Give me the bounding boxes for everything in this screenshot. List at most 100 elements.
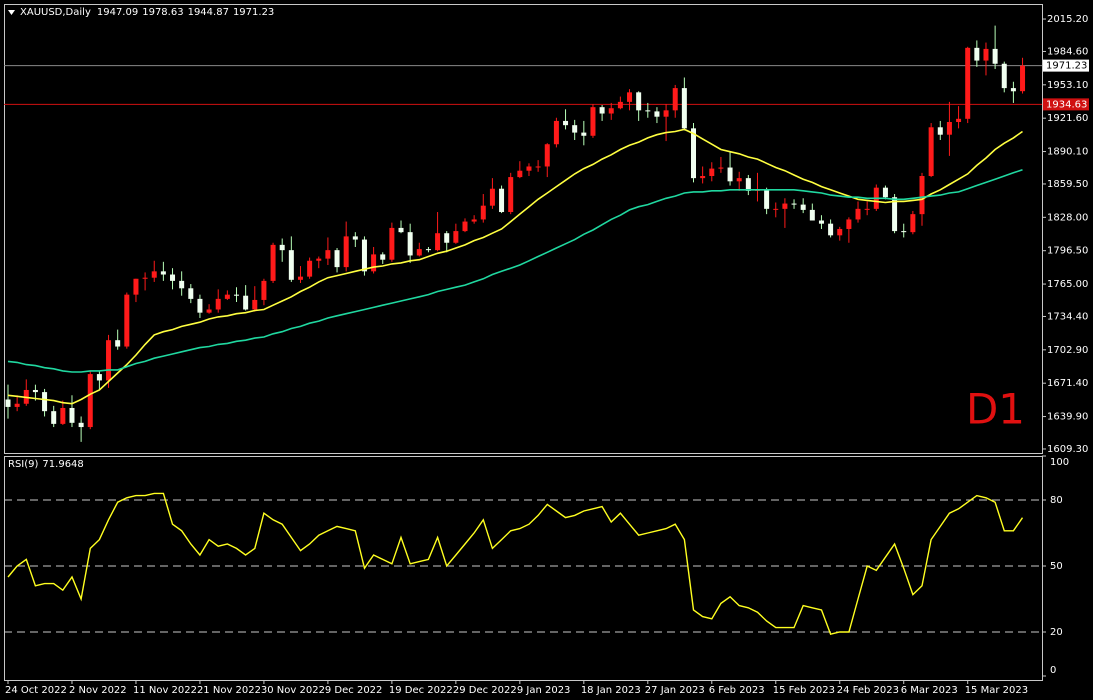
candle-body	[243, 295, 249, 310]
candle-body	[197, 298, 203, 313]
candle-body	[517, 170, 523, 178]
candle-body	[1010, 88, 1016, 92]
candle-body	[14, 403, 20, 407]
candle-body	[361, 239, 367, 272]
candle-body	[352, 236, 358, 240]
candle-body	[5, 399, 11, 407]
candle-body	[115, 340, 121, 347]
candle-body	[87, 374, 93, 428]
candle-body	[297, 276, 303, 280]
y-tick-label: 1609.30	[1047, 444, 1088, 455]
candle-body	[407, 232, 413, 256]
x-tick-label: 27 Jan 2023	[645, 685, 705, 696]
candle-body	[471, 219, 477, 222]
candle-body	[106, 340, 112, 381]
rsi-y-tick-label: 20	[1050, 627, 1063, 638]
rsi-y-tick-label: 50	[1050, 561, 1063, 572]
candle-body	[160, 271, 166, 275]
candle-body	[499, 188, 505, 213]
candle-body	[956, 118, 962, 122]
y-tick-label: 1984.60	[1047, 46, 1088, 57]
candle-body	[206, 309, 212, 313]
candle-body	[453, 231, 459, 243]
rsi-line	[7, 492, 1024, 636]
symbol: XAUUSD,Daily	[20, 7, 91, 18]
rsi-y-tick-label: 80	[1050, 495, 1063, 506]
candle-body	[892, 197, 898, 232]
candle-body	[32, 389, 38, 393]
candle-body	[846, 219, 852, 229]
candle-body	[928, 127, 934, 177]
candle-body	[572, 125, 578, 133]
candle-body	[965, 47, 971, 119]
candle-body	[764, 189, 770, 209]
x-tick-label: 15 Feb 2023	[773, 685, 835, 696]
candle-body	[946, 121, 952, 135]
level-tag-label: 1934.63	[1046, 99, 1087, 110]
price-tag-label: 1971.23	[1046, 61, 1087, 72]
candle-body	[42, 392, 48, 412]
price-tag	[1043, 59, 1089, 72]
rsi-y-tick-label: 0	[1050, 665, 1056, 676]
candle-body	[745, 178, 751, 191]
y-tick-label: 1796.50	[1047, 246, 1088, 257]
candle-body	[325, 250, 331, 259]
candle-body	[270, 244, 276, 281]
candle-body	[681, 88, 687, 129]
candle-body	[782, 203, 788, 209]
candle-body	[837, 228, 843, 236]
candle-body	[224, 294, 230, 299]
candle-body	[700, 176, 706, 179]
candle-body	[151, 271, 157, 278]
candle-body	[288, 250, 294, 280]
x-tick-label: 30 Nov 2022	[261, 685, 325, 696]
candle-body	[307, 260, 313, 277]
main-panel-frame	[4, 4, 1043, 454]
candle-body	[425, 249, 431, 251]
candle-body	[544, 144, 550, 167]
x-tick-label: 11 Nov 2022	[133, 685, 197, 696]
candle-body	[974, 47, 980, 61]
candle-body	[800, 204, 806, 210]
candle-body	[188, 288, 194, 299]
candle-body	[809, 209, 815, 221]
candle-body	[489, 188, 495, 206]
x-tick-label: 2 Nov 2022	[69, 685, 127, 696]
y-tick-label: 1639.90	[1047, 412, 1088, 423]
candle-body	[526, 166, 532, 171]
candle-body	[380, 254, 386, 260]
candle-body	[480, 205, 486, 220]
candle-body	[718, 167, 724, 169]
candle-body	[773, 208, 779, 210]
x-tick-label: 9 Jan 2023	[517, 685, 571, 696]
chart-header: XAUUSD,Daily 1947.09 1978.63 1944.87 1971.23	[20, 7, 274, 18]
candle-body	[818, 220, 824, 224]
timeframe-label: D1	[966, 385, 1025, 434]
rsi-plot	[4, 492, 1042, 636]
candle-body	[133, 278, 139, 295]
x-tick-label: 21 Nov 2022	[197, 685, 261, 696]
candle-body	[691, 128, 696, 179]
candle-body	[864, 208, 870, 210]
candle-body	[252, 299, 258, 310]
y-tick-label: 2015.20	[1047, 14, 1088, 25]
candle-body	[1001, 63, 1007, 89]
main-plot	[4, 25, 1042, 442]
rsi-y-tick-label: 100	[1050, 457, 1069, 468]
candle-body	[736, 178, 742, 182]
y-tick-label: 1953.10	[1047, 80, 1088, 91]
x-tick-label: 24 Feb 2023	[837, 685, 899, 696]
candle-body	[343, 236, 349, 268]
candle-body	[261, 280, 267, 300]
candle-body	[334, 250, 340, 268]
candle-body	[179, 280, 185, 289]
candle-body	[663, 110, 669, 117]
candle-body	[508, 177, 514, 213]
x-tick-label: 29 Dec 2022	[453, 685, 517, 696]
candle-body	[617, 101, 623, 109]
rsi-name: RSI(9)	[8, 459, 39, 470]
candle-body	[316, 258, 322, 261]
candle-body	[279, 244, 285, 251]
candle-body	[553, 120, 559, 145]
